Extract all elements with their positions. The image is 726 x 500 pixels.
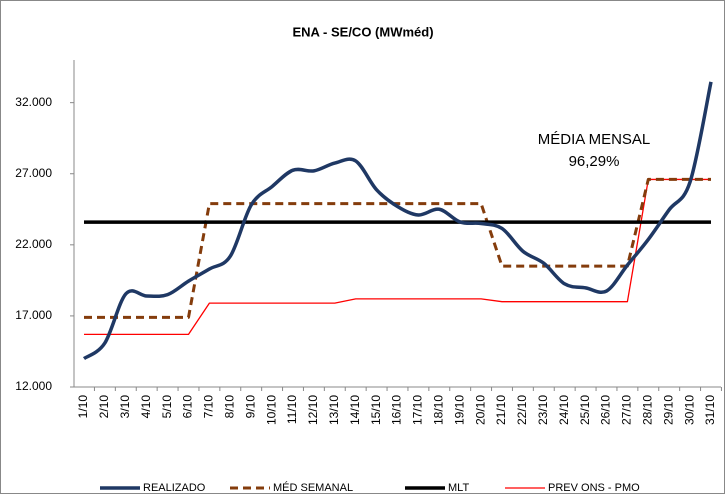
x-tick-label: 10/10 xyxy=(264,395,278,425)
x-tick-label: 26/10 xyxy=(599,395,613,425)
x-tick-label: 7/10 xyxy=(202,395,216,419)
x-tick-label: 25/10 xyxy=(578,395,592,425)
series-line xyxy=(82,81,713,361)
x-tick-label: 4/10 xyxy=(139,395,153,419)
x-tick-label: 31/10 xyxy=(703,395,717,425)
x-tick-label: 11/10 xyxy=(285,395,299,424)
x-tick-label: 8/10 xyxy=(222,395,236,419)
x-tick-label: 9/10 xyxy=(243,395,257,419)
y-tick-label: 32.000 xyxy=(15,95,52,109)
x-tick-label: 6/10 xyxy=(181,395,195,419)
x-tick-label: 19/10 xyxy=(452,395,466,425)
x-tick-label: 18/10 xyxy=(431,395,445,425)
x-tick-label: 12/10 xyxy=(306,395,320,425)
chart-title: ENA - SE/CO (MWméd) xyxy=(292,24,433,39)
x-tick-label: 14/10 xyxy=(348,395,362,425)
y-tick-label: 17.000 xyxy=(15,308,52,322)
x-tick-label: 24/10 xyxy=(557,395,571,425)
x-tick-label: 13/10 xyxy=(327,395,341,425)
x-tick-label: 15/10 xyxy=(369,395,383,425)
x-tick-label: 16/10 xyxy=(390,395,404,425)
y-tick-label: 12.000 xyxy=(15,379,52,393)
x-tick-label: 28/10 xyxy=(640,395,654,425)
x-tick-label: 23/10 xyxy=(536,395,550,425)
x-tick-label: 27/10 xyxy=(620,395,634,425)
series-line xyxy=(84,177,711,319)
x-tick-label: 17/10 xyxy=(411,395,425,425)
y-tick-label: 22.000 xyxy=(15,237,52,251)
annotation: MÉDIA MENSAL xyxy=(538,131,651,148)
x-tick-label: 1/10 xyxy=(76,395,90,419)
x-tick-label: 30/10 xyxy=(682,395,696,425)
y-tick-label: 27.000 xyxy=(15,166,52,180)
x-tick-label: 3/10 xyxy=(118,395,132,419)
legend-label: MÉD SEMANAL xyxy=(273,481,353,494)
x-tick-label: 21/10 xyxy=(494,395,508,425)
x-tick-label: 20/10 xyxy=(473,395,487,425)
legend-label: PREV ONS - PMO xyxy=(548,482,640,494)
annotation: 96,29% xyxy=(569,153,620,170)
x-tick-label: 5/10 xyxy=(160,395,174,419)
legend-label: REALIZADO xyxy=(143,482,206,494)
x-tick-label: 22/10 xyxy=(515,395,529,425)
series-line xyxy=(84,178,711,336)
x-tick-label: 2/10 xyxy=(97,395,111,419)
x-tick-label: 29/10 xyxy=(661,395,675,425)
legend-label: MLT xyxy=(448,482,469,494)
